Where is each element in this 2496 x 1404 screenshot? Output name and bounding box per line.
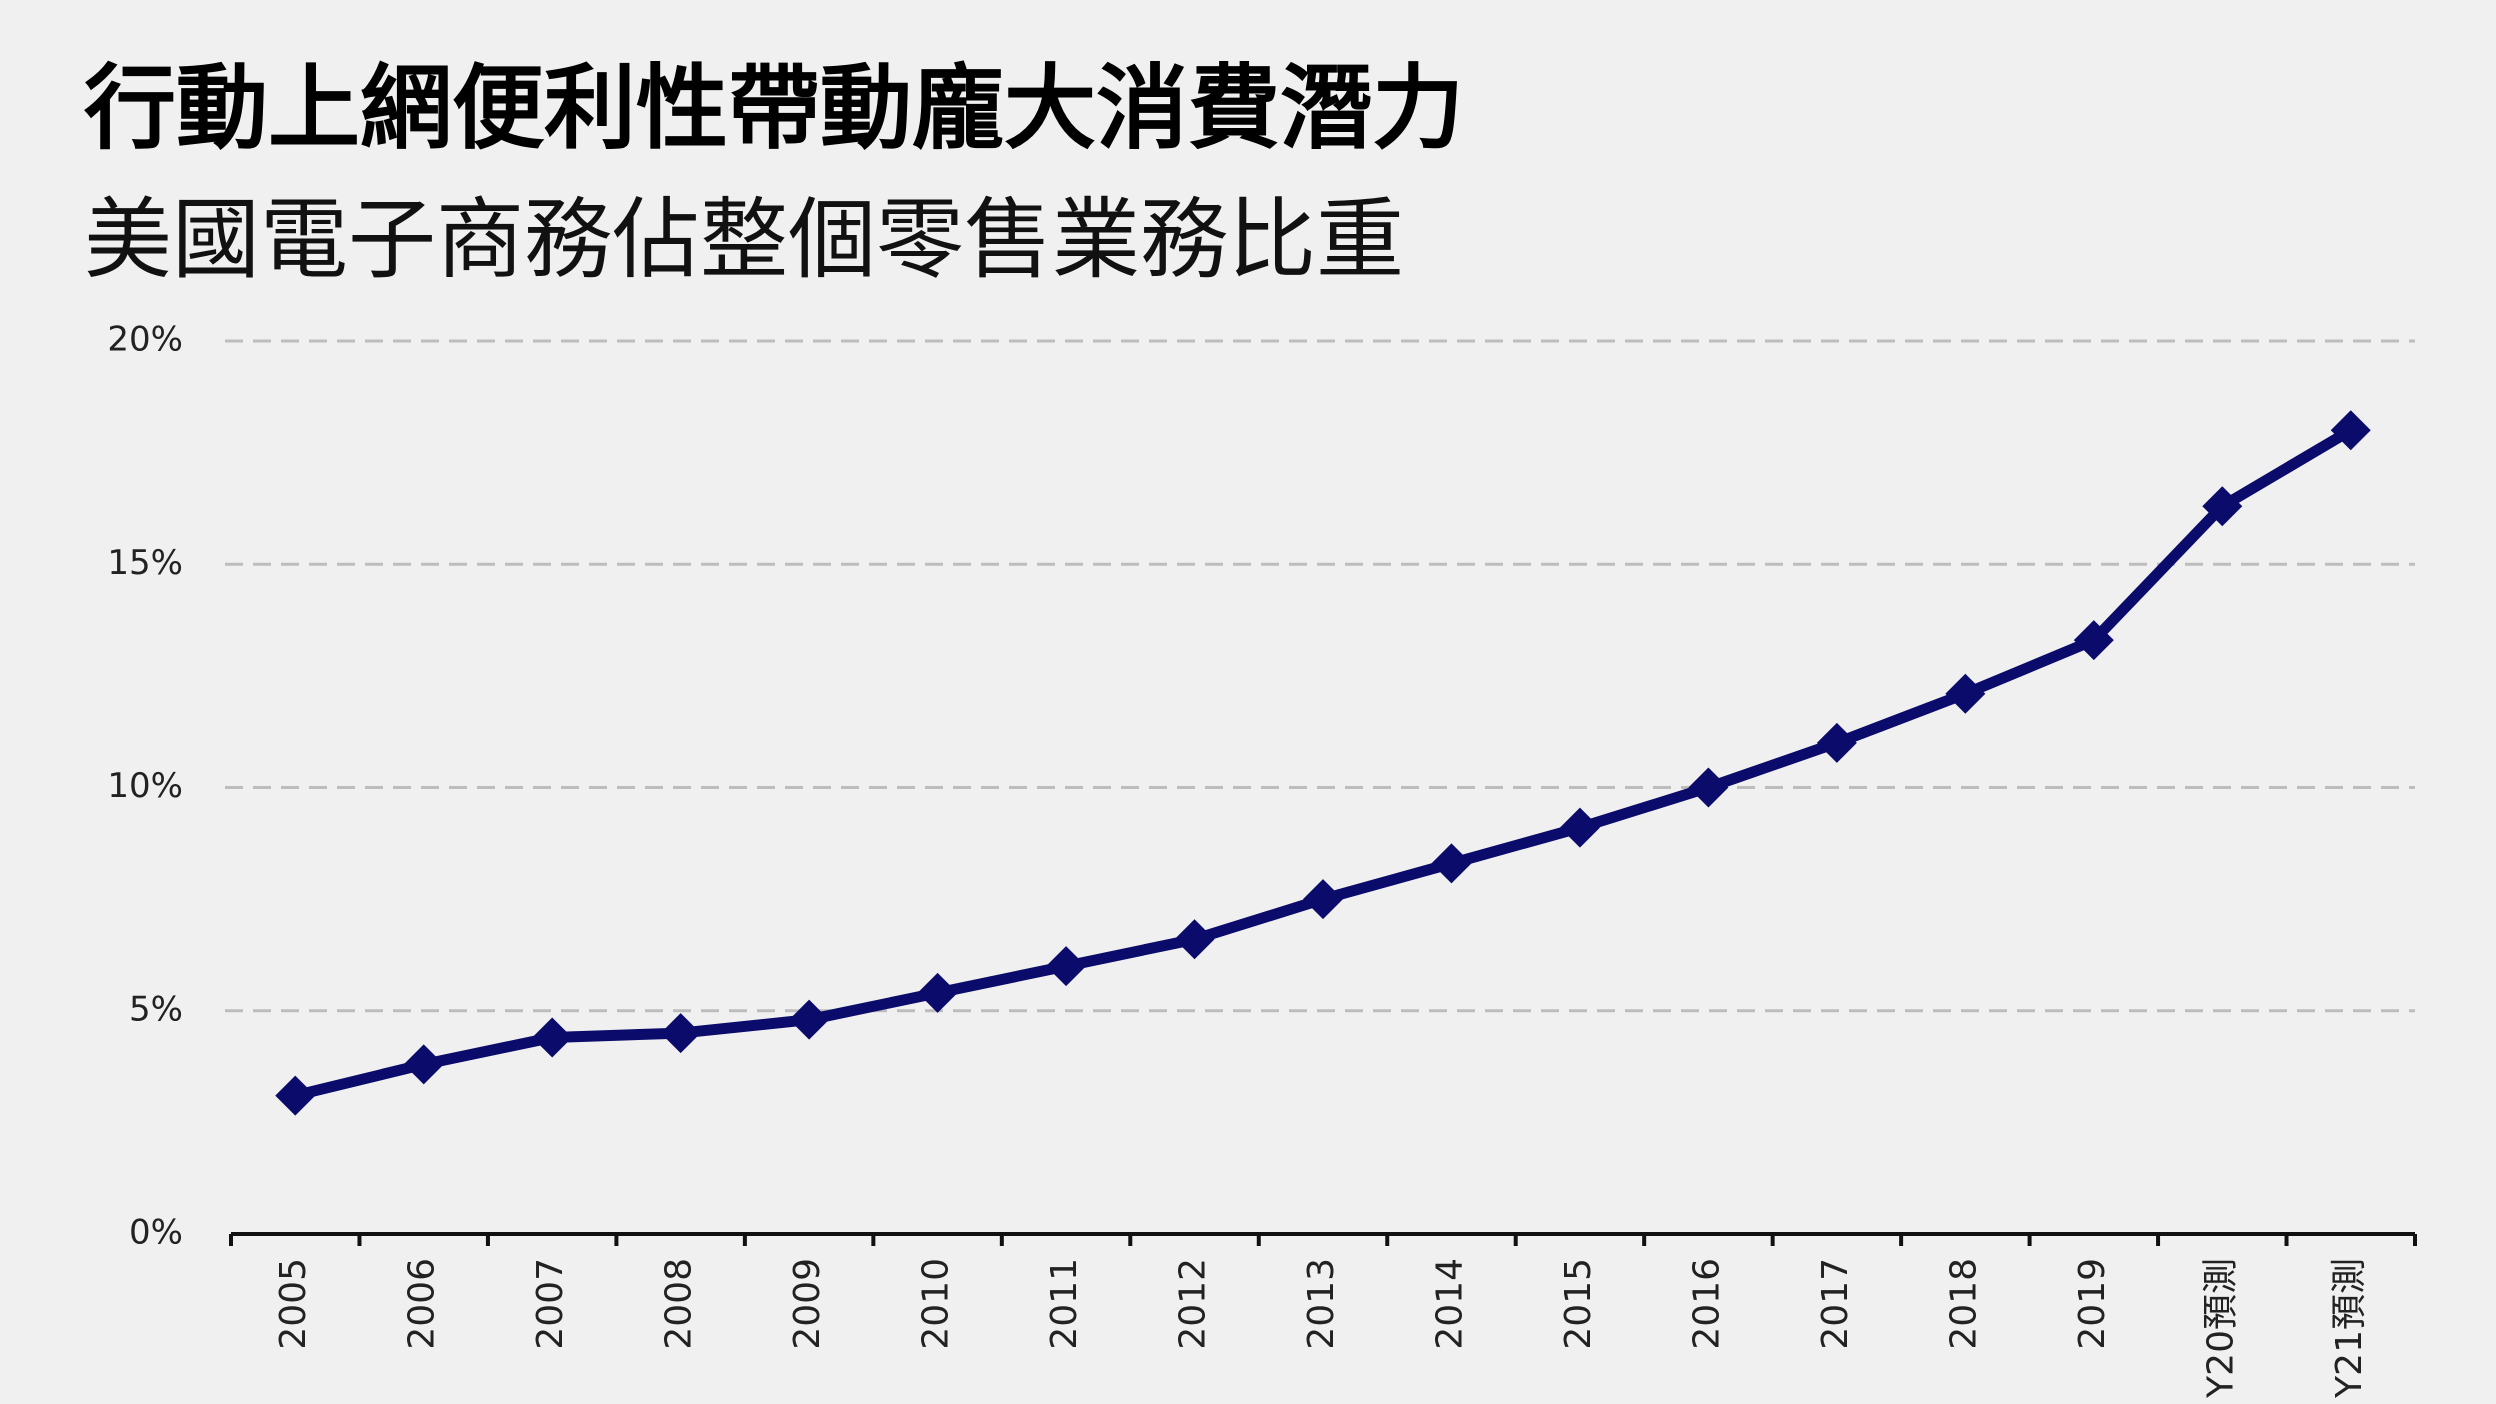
marker (917, 972, 958, 1013)
x-tick-label: 2008 (659, 1258, 700, 1350)
x-tick-label: 2007 (530, 1258, 571, 1350)
marker (789, 999, 830, 1040)
x-tick-label: 2017 (1815, 1258, 1856, 1350)
marker (1945, 673, 1986, 714)
x-tick-label: 2006 (402, 1258, 443, 1350)
marker (403, 1044, 444, 1085)
marker (660, 1013, 701, 1054)
x-tick-label: Y20預測 (2200, 1258, 2241, 1399)
marker (532, 1017, 573, 1058)
x-tick-label: 2011 (1044, 1258, 1085, 1350)
marker (1816, 722, 1857, 763)
marker (1559, 807, 1600, 848)
x-tick-label: 2010 (916, 1258, 957, 1350)
x-tick-label: 2015 (1558, 1258, 1599, 1350)
marker (275, 1075, 316, 1116)
x-tick-label: 2016 (1686, 1258, 1727, 1350)
x-tick-label: 2009 (787, 1258, 828, 1350)
marker (2073, 620, 2114, 661)
x-tick-label: Y21預測 (2329, 1258, 2370, 1399)
y-tick-label: 10% (107, 766, 183, 806)
x-tick-label: 2014 (1429, 1258, 1470, 1350)
line (293, 425, 2354, 1101)
x-tick-label: 2013 (1301, 1258, 1342, 1350)
y-tick-label: 20% (107, 320, 183, 360)
marker (2202, 486, 2243, 527)
x-tick-label: 2019 (2072, 1258, 2113, 1350)
marker (1174, 919, 1215, 960)
chart-subtitle: 美國電子商務佔整個零售業務比重 (84, 188, 1404, 291)
y-tick-label: 5% (129, 989, 183, 1029)
marker (1303, 879, 1343, 920)
marker (2330, 410, 2371, 451)
marker (1431, 843, 1472, 884)
chart-title: 行動上網便利性帶動龐大消費潛力 (84, 55, 1464, 162)
marker (1046, 946, 1087, 987)
x-tick-label: 2012 (1173, 1258, 1214, 1350)
marker (1688, 767, 1729, 808)
y-tick-label: 0% (129, 1213, 183, 1253)
y-tick-label: 15% (107, 543, 183, 583)
x-tick-label: 2005 (273, 1258, 314, 1350)
x-tick-label: 2018 (1943, 1258, 1984, 1350)
